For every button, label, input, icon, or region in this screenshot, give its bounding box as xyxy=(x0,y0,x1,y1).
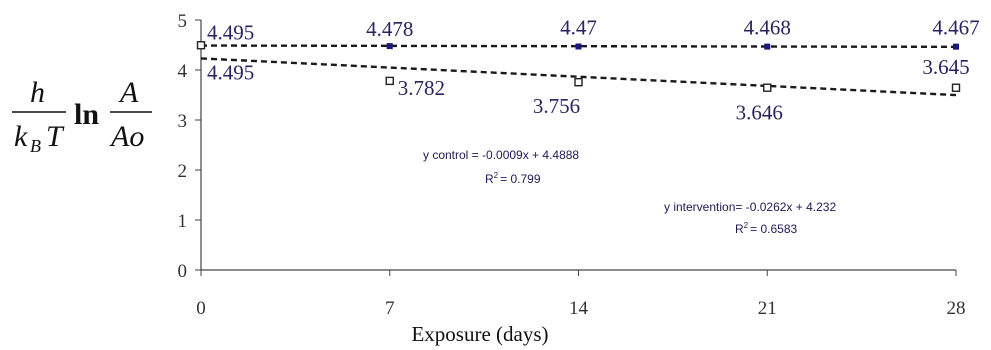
y-label-kb: k xyxy=(14,120,28,153)
r2-intervention-value: = 0.6583 xyxy=(750,222,797,236)
y-label-t: T xyxy=(46,120,65,153)
data-label-control: 4.47 xyxy=(560,16,597,40)
y-axis-label: h k B T ln A Ao xyxy=(12,76,152,156)
equation-intervention: y intervention= -0.0262x + 4.232 R2 = 0.6… xyxy=(664,200,836,236)
marker-intervention xyxy=(951,83,961,92)
r2-intervention-prefix: R xyxy=(735,222,744,236)
data-label-intervention: 3.646 xyxy=(736,101,783,125)
data-labels: 4.495 4.478 4.47 4.468 4.467 4.495 3.782 3.756 3… xyxy=(207,16,980,125)
data-markers xyxy=(196,41,961,92)
marker-intervention xyxy=(763,83,772,92)
r2-intervention-sup: 2 xyxy=(744,221,749,230)
trendline-intervention xyxy=(200,57,957,97)
marker-intervention xyxy=(574,77,583,87)
data-label-intervention: 3.645 xyxy=(922,55,969,79)
y-label-b-subscript: B xyxy=(30,136,41,156)
y-label-ln: ln xyxy=(74,98,99,131)
marker-control xyxy=(386,43,393,50)
y-tick-label: 4 xyxy=(178,61,188,82)
y-label-ao: Ao xyxy=(109,120,144,153)
equation-control: y control = -0.0009x + 4.4888 R2 = 0.799 xyxy=(423,148,579,186)
y-label-a: A xyxy=(118,76,139,109)
x-tick-label: 7 xyxy=(385,298,395,319)
y-tick-label: 2 xyxy=(178,161,188,182)
data-label-intervention: 3.756 xyxy=(533,94,580,118)
data-label-control: 4.495 xyxy=(207,20,254,44)
trendline-control xyxy=(200,44,957,49)
data-label-intervention: 4.495 xyxy=(207,60,254,84)
marker-control xyxy=(575,43,582,50)
r2-control-sup: 2 xyxy=(494,171,499,180)
y-tick-label: 3 xyxy=(178,111,188,132)
x-tick-label: 21 xyxy=(758,298,777,319)
marker-intervention xyxy=(196,41,206,50)
y-tick-label: 5 xyxy=(178,11,188,32)
y-tick-label: 0 xyxy=(178,261,188,282)
x-tick-label: 28 xyxy=(947,298,966,319)
marker-control xyxy=(953,43,959,50)
y-label-h: h xyxy=(30,76,45,109)
data-label-intervention: 3.782 xyxy=(398,76,445,100)
y-tick-label: 1 xyxy=(178,211,188,232)
marker-control xyxy=(764,43,771,50)
x-ticks: 0 7 14 21 28 xyxy=(196,270,966,319)
marker-intervention xyxy=(385,76,394,86)
r2-intervention: R2 = 0.6583 xyxy=(735,221,797,236)
r2-control-value: = 0.799 xyxy=(500,172,541,186)
data-label-control: 4.468 xyxy=(744,16,791,40)
r2-control: R2 = 0.799 xyxy=(485,171,541,186)
equation-control-text: y control = -0.0009x + 4.4888 xyxy=(423,148,579,162)
x-tick-label: 0 xyxy=(196,298,206,319)
x-axis-title: Exposure (days) xyxy=(411,322,548,346)
r2-control-prefix: R xyxy=(485,172,494,186)
data-label-control: 4.478 xyxy=(366,17,413,41)
x-tick-label: 14 xyxy=(569,298,589,319)
y-ticks: 0 1 2 3 4 5 xyxy=(178,11,201,282)
data-label-control: 4.467 xyxy=(932,16,979,40)
equation-intervention-text: y intervention= -0.0262x + 4.232 xyxy=(664,200,836,214)
trend-lines xyxy=(200,44,957,97)
axes xyxy=(200,20,956,271)
